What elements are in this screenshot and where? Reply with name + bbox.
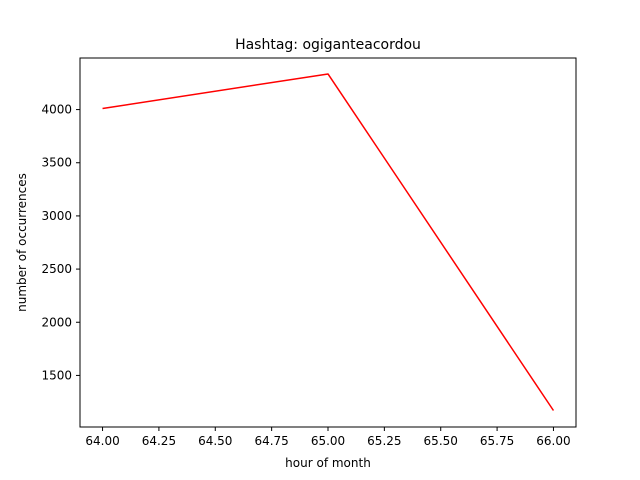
y-tick-label: 1500 — [41, 368, 72, 382]
x-tick-label: 64.75 — [254, 434, 288, 448]
x-tick-label: 65.00 — [311, 434, 345, 448]
y-tick-label: 2500 — [41, 262, 72, 276]
chart-title: Hashtag: ogiganteacordou — [235, 37, 421, 53]
series-layer — [102, 73, 555, 411]
x-tick-label: 65.75 — [480, 434, 514, 448]
y-tick-label: 3000 — [41, 209, 72, 223]
x-axis-ticks: 64.00 64.25 64.50 64.75 65.00 65.25 65.50 65.75… — [85, 427, 571, 448]
x-tick-label: 64.50 — [198, 434, 232, 448]
x-tick-label: 66.00 — [536, 434, 570, 448]
x-tick-label: 64.00 — [85, 434, 119, 448]
y-axis-ticks: 1500 2000 2500 3000 3500 4000 — [41, 103, 80, 382]
x-axis-label: hour of month — [285, 456, 371, 470]
y-tick-label: 3500 — [41, 156, 72, 170]
x-tick-label: 65.50 — [424, 434, 458, 448]
y-tick-label: 4000 — [41, 103, 72, 117]
plot-area-frame — [79, 57, 577, 428]
x-tick-label: 64.25 — [142, 434, 176, 448]
y-tick-label: 2000 — [41, 315, 72, 329]
y-axis-label: number of occurrences — [15, 173, 29, 312]
x-tick-label: 65.25 — [367, 434, 401, 448]
